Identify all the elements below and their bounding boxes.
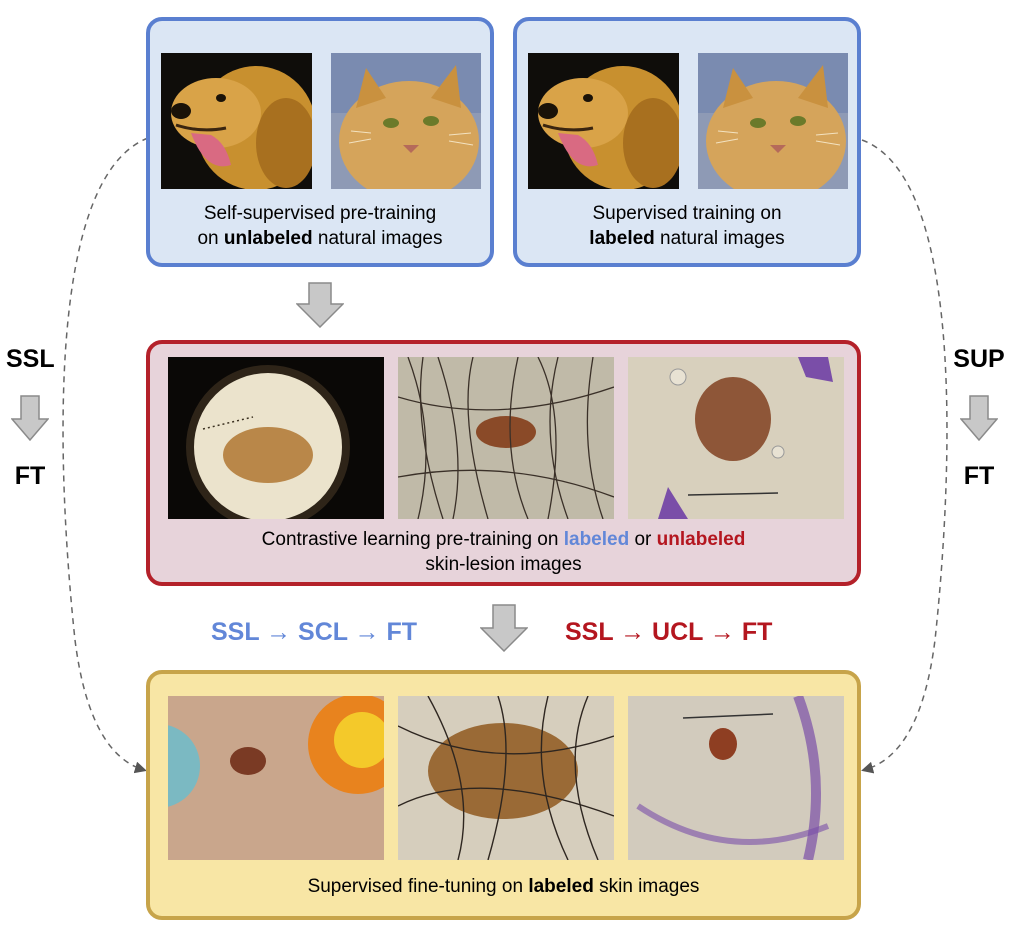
left-dashed-connector [62,137,149,774]
side-label-ssl: SSL [6,345,55,373]
ssl-ucl-ft-label: SSL → UCL → FT [565,618,773,646]
lesion-ruler-image [628,357,844,519]
dog-image [528,53,679,189]
cat-image [698,53,848,189]
side-label-ft-left: FT [14,462,46,490]
lesion-hairy-image [398,357,614,519]
contrastive-learning-caption: Contrastive learning pre-training on lab… [261,529,746,575]
ssl-scl-ft-label: SSL → SCL → FT [211,618,418,646]
cat-image [331,53,481,189]
side-label-ft-right: FT [963,462,995,490]
down-arrow-icon [480,604,528,652]
down-arrow-icon [296,282,344,328]
lesion-dermoscopy-image [168,357,384,519]
supervised-training-panel: Supervised training on labeled natural i… [513,17,861,267]
contrastive-learning-panel: Contrastive learning pre-training on lab… [146,340,861,586]
lesion-ink-image [628,696,844,860]
fine-tuning-caption: Supervised fine-tuning on labeled skin i… [307,876,700,897]
supervised-training-caption: Supervised training on labeled natural i… [589,203,785,249]
down-arrow-icon [11,395,49,441]
fine-tuning-panel: Supervised fine-tuning on labeled skin i… [146,670,861,920]
ssl-pretraining-caption: Self-supervised pre-training on unlabele… [197,203,443,249]
side-label-sup: SUP [953,345,1005,373]
dog-image [161,53,312,189]
down-arrow-icon [960,395,998,441]
lesion-hairy-image [398,696,614,860]
right-dashed-connector [861,139,948,774]
ssl-pretraining-panel: Self-supervised pre-training on unlabele… [146,17,494,267]
lesion-stickers-image [168,696,384,860]
